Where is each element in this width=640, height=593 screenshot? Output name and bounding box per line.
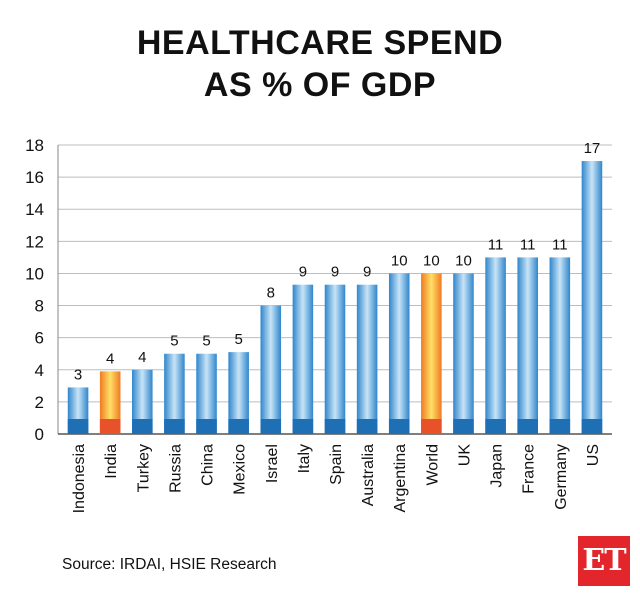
- x-tick-label: Australia: [360, 444, 377, 506]
- bar-china: [196, 353, 217, 434]
- data-label: 11: [520, 236, 536, 253]
- x-tick-label: US: [585, 444, 602, 466]
- bar-turkey: [132, 369, 153, 434]
- bar-base-italy: [292, 419, 314, 434]
- bar-france: [517, 257, 538, 434]
- bar-base-germany: [549, 419, 571, 434]
- x-tick-label: India: [103, 444, 120, 479]
- data-label: 8: [267, 285, 275, 302]
- bar-base-argentina: [388, 419, 410, 434]
- x-tick-label: World: [424, 444, 441, 486]
- bar-base-mexico: [228, 419, 249, 434]
- bar-japan: [485, 257, 506, 434]
- y-tick-label: 4: [35, 361, 44, 380]
- x-tick-label: Russia: [167, 444, 184, 493]
- bar-base-china: [196, 419, 217, 434]
- chart-title-line2: AS % OF GDP: [203, 66, 437, 104]
- data-label: 17: [584, 140, 601, 157]
- data-label: 9: [299, 264, 307, 281]
- bar-base-australia: [356, 419, 378, 434]
- bar-mexico: [228, 352, 249, 434]
- bar-india: [99, 371, 121, 434]
- x-tick-label: China: [200, 444, 217, 486]
- bar-base-india: [99, 419, 121, 434]
- bar-spain: [324, 284, 346, 434]
- y-tick-label: 0: [35, 425, 44, 444]
- x-tick-label: Indonesia: [71, 444, 88, 513]
- bar-base-turkey: [132, 419, 153, 434]
- y-tick-label: 18: [25, 136, 44, 155]
- bar-italy: [292, 284, 314, 434]
- bar-base-world: [421, 419, 442, 434]
- y-tick-label: 6: [35, 329, 44, 348]
- x-tick-label: Spain: [328, 444, 345, 485]
- data-label: 4: [106, 350, 114, 367]
- data-label: 4: [138, 349, 146, 366]
- data-label: 5: [234, 331, 242, 348]
- data-label: 11: [552, 236, 568, 253]
- source-note: Source: IRDAI, HSIE Research: [62, 556, 277, 573]
- data-label: 10: [455, 252, 472, 269]
- x-tick-label: Argentina: [392, 444, 409, 513]
- bar-base-us: [581, 419, 603, 434]
- data-label: 5: [170, 333, 178, 350]
- bar-israel: [260, 305, 282, 434]
- bar-base-indonesia: [67, 419, 89, 434]
- bar-base-uk: [453, 419, 474, 434]
- data-label: 10: [391, 252, 408, 269]
- y-tick-label: 12: [25, 232, 44, 251]
- bar-uk: [453, 273, 474, 434]
- x-tick-label: Germany: [553, 444, 570, 510]
- y-tick-label: 10: [25, 264, 44, 283]
- bar-world: [421, 273, 442, 434]
- bar-base-japan: [485, 419, 506, 434]
- x-tick-label: Israel: [264, 444, 281, 483]
- x-tick-label: France: [521, 444, 538, 494]
- bar-us: [581, 161, 603, 435]
- data-label: 11: [488, 236, 504, 253]
- bar-australia: [356, 284, 378, 434]
- data-label: 10: [423, 252, 440, 269]
- bar-base-russia: [164, 419, 185, 434]
- bar-base-israel: [260, 419, 282, 434]
- et-logo: ET: [578, 536, 630, 586]
- data-label: 9: [363, 264, 371, 281]
- chart-title-line1: HEALTHCARE SPEND: [136, 24, 504, 62]
- data-label: 3: [74, 366, 82, 383]
- x-tick-label: Italy: [296, 444, 313, 473]
- x-tick-label: UK: [456, 444, 473, 467]
- y-tick-label: 14: [25, 200, 44, 219]
- data-label: 5: [202, 333, 210, 350]
- bar-argentina: [388, 273, 410, 434]
- bar-germany: [549, 257, 571, 434]
- y-tick-label: 8: [35, 297, 44, 316]
- bar-russia: [164, 353, 185, 434]
- bar-base-spain: [324, 419, 346, 434]
- x-tick-label: Mexico: [232, 444, 249, 495]
- data-label: 9: [331, 264, 339, 281]
- x-tick-label: Turkey: [135, 444, 152, 492]
- y-tick-label: 2: [35, 393, 44, 412]
- y-tick-label: 16: [25, 168, 44, 187]
- bar-base-france: [517, 419, 538, 434]
- x-tick-label: Japan: [489, 444, 506, 488]
